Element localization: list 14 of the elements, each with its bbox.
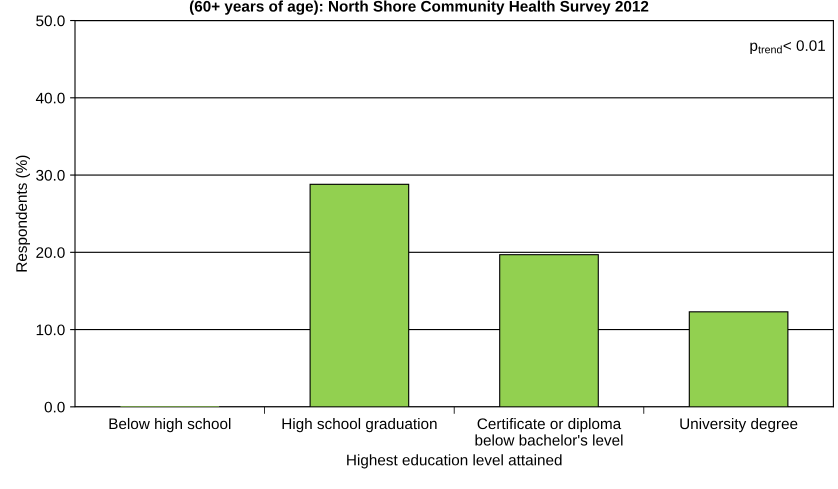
annotation: p$_{trend}$< 0.01: [750, 40, 825, 54]
x-tick-label: High school graduation: [282, 418, 437, 432]
y-tick-label: 40.0: [36, 92, 65, 104]
y-tick-label: 0.0: [44, 402, 65, 413]
y-tick-label: 50.0: [36, 15, 65, 26]
chart-title: (60+ years of age): North Shore Community Health Survey 2012: [190, 0, 648, 15]
x-axis-title: Highest education level attained: [347, 454, 562, 468]
x-tick-label: Certificate or diploma below bachelor's level: [475, 418, 622, 446]
y-tick-label: 10.0: [36, 324, 65, 336]
y-axis-title: Respondents (%): [16, 156, 30, 272]
y-tick-label: 20.0: [36, 247, 65, 258]
x-tick-label: Below high school: [109, 418, 230, 432]
x-tick-label: University degree: [680, 418, 798, 432]
y-tick-label: 30.0: [36, 170, 65, 181]
